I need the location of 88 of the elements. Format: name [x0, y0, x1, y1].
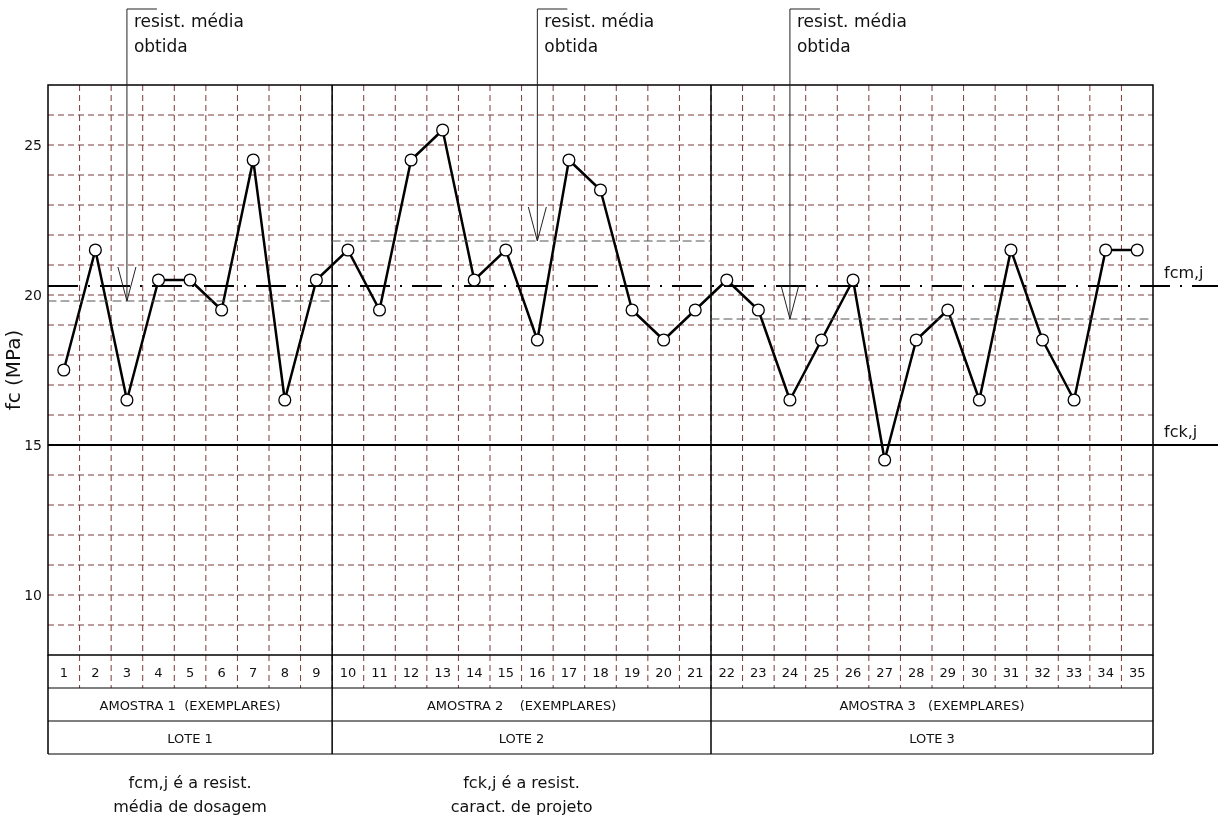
point — [878, 453, 892, 467]
point — [1035, 333, 1050, 347]
text: fck,j é a resist. caract. de projeto — [450, 773, 593, 816]
point — [151, 273, 166, 287]
annotation: resist. média obtida — [796, 11, 907, 56]
point — [88, 243, 102, 257]
x-tick-label: 11 — [371, 664, 388, 680]
x-tick-label: 19 — [623, 664, 641, 680]
text: fcm,j é a resist. média de dosagem — [113, 773, 267, 816]
point — [562, 153, 576, 167]
x-tick-label: 24 — [781, 664, 799, 680]
text: LOTE 2 — [498, 730, 545, 746]
x-tick-label: 32 — [1034, 664, 1051, 680]
point — [436, 123, 450, 137]
x-tick-label: 8 — [280, 664, 289, 680]
y-tick-label: 10 — [24, 587, 42, 603]
x-tick-label: 17 — [560, 664, 578, 680]
ref-line-label: fck,j — [1164, 422, 1198, 441]
point — [1067, 393, 1081, 407]
point — [530, 333, 544, 347]
x-tick-label: 35 — [1128, 664, 1146, 680]
x-tick-label: 28 — [907, 664, 925, 680]
x-tick-label: 14 — [465, 664, 483, 680]
x-tick-label: 5 — [185, 664, 195, 680]
point — [657, 333, 671, 347]
annotation: resist. média obtida — [133, 11, 244, 56]
x-tick-label: 1 — [59, 664, 68, 680]
y-axis-title: fc (MPa) — [1, 329, 25, 411]
x-tick-label: 4 — [154, 664, 163, 680]
x-tick-label: 34 — [1097, 664, 1114, 680]
point — [688, 303, 702, 317]
x-tick-label: 15 — [497, 664, 515, 680]
x-tick-label: 12 — [402, 664, 420, 680]
point — [499, 243, 513, 257]
point — [846, 273, 860, 287]
x-tick-label: 21 — [686, 664, 704, 680]
x-tick-label: 7 — [249, 664, 258, 680]
x-tick-label: 18 — [592, 664, 609, 680]
x-tick-label: 20 — [655, 664, 672, 680]
x-tick-label: 33 — [1065, 664, 1083, 680]
x-tick-label: 27 — [876, 664, 893, 680]
point — [751, 303, 765, 317]
point — [215, 303, 229, 317]
point — [625, 303, 639, 317]
y-tick-label: 25 — [24, 137, 42, 153]
x-tick-label: 10 — [339, 664, 357, 680]
point — [372, 303, 387, 317]
text: AMOSTRA 3 (EXEMPLARES) — [839, 697, 1025, 713]
x-tick-label: 6 — [217, 664, 226, 680]
point — [593, 183, 608, 197]
x-tick-label: 16 — [529, 664, 546, 680]
annotation: resist. média obtida — [544, 11, 655, 56]
point — [120, 393, 134, 407]
point — [467, 273, 481, 287]
x-tick-label: 26 — [844, 664, 862, 680]
point — [404, 153, 418, 167]
point — [1099, 243, 1113, 257]
y-tick-label: 15 — [24, 437, 42, 453]
text: AMOSTRA 1 (EXEMPLARES) — [99, 697, 281, 713]
x-tick-label: 23 — [750, 664, 767, 680]
y-tick-label: 20 — [24, 287, 42, 303]
x-tick-label: 30 — [971, 664, 988, 680]
point — [183, 273, 197, 287]
ref-line-label: fcm,j — [1164, 263, 1204, 282]
x-tick-label: 31 — [1002, 664, 1020, 680]
point — [57, 363, 71, 377]
text: LOTE 3 — [909, 730, 955, 746]
point — [909, 333, 923, 347]
point — [341, 243, 355, 257]
x-tick-label: 9 — [312, 664, 321, 680]
x-tick-label: 2 — [91, 664, 100, 680]
text: LOTE 1 — [167, 730, 213, 746]
point — [720, 273, 734, 287]
text: AMOSTRA 2 (EXEMPLARES) — [426, 697, 617, 713]
point — [941, 303, 955, 317]
point — [1130, 243, 1144, 257]
point — [1004, 243, 1018, 257]
point — [814, 333, 829, 347]
point — [246, 153, 260, 167]
x-tick-label: 13 — [434, 664, 451, 680]
x-tick-label: 3 — [122, 664, 132, 680]
x-tick-label: 25 — [813, 664, 830, 680]
point — [309, 273, 323, 287]
point — [972, 393, 986, 407]
x-tick-label: 29 — [939, 664, 957, 680]
point — [278, 393, 292, 407]
point — [783, 393, 797, 407]
x-tick-label: 22 — [718, 664, 736, 680]
